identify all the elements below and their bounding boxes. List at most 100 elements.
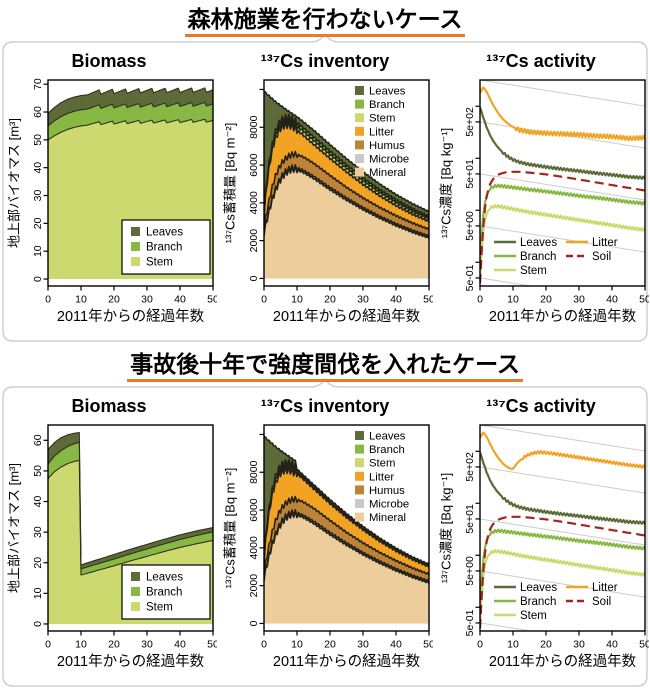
svg-text:20: 20 bbox=[108, 639, 120, 651]
line-litter bbox=[480, 86, 645, 142]
chart-cs-activity-thinned: ¹³⁷Cs activity 0 10 20 30 40 50 5e-01 5e+00 5e+0… bbox=[433, 395, 650, 677]
svg-text:20: 20 bbox=[324, 639, 336, 651]
svg-text:Litter: Litter bbox=[592, 237, 618, 249]
svg-text:8000: 8000 bbox=[248, 115, 260, 139]
svg-text:0: 0 bbox=[45, 639, 51, 651]
svg-text:Leaves: Leaves bbox=[520, 237, 557, 249]
svg-text:10: 10 bbox=[32, 245, 44, 257]
svg-text:Stem: Stem bbox=[146, 602, 173, 614]
chart-cs-inventory-thinned: ¹³⁷Cs inventory 0 10 20 30 40 50 0 2000 4000 6000… bbox=[217, 395, 434, 677]
svg-text:4000: 4000 bbox=[248, 536, 260, 560]
legend: Leaves Branch Stem Litter Soil bbox=[494, 237, 618, 277]
x-axis-title: 2011年からの経過年数 bbox=[57, 653, 205, 670]
svg-text:Humus: Humus bbox=[369, 140, 405, 152]
svg-text:Leaves: Leaves bbox=[369, 86, 406, 98]
svg-text:Mineral: Mineral bbox=[369, 512, 406, 524]
svg-text:0: 0 bbox=[32, 621, 44, 627]
svg-text:50: 50 bbox=[423, 294, 433, 306]
svg-text:10: 10 bbox=[507, 294, 519, 306]
svg-text:0: 0 bbox=[248, 620, 260, 626]
section-thinned: 事故後十年で強度間伐を入れたケース Biomass 0 10 20 30 40 50 0 10… bbox=[0, 345, 650, 691]
svg-text:30: 30 bbox=[32, 526, 44, 538]
chart-cs-activity-unmanaged: ¹³⁷Cs activity 0 10 20 30 40 50 5e-01 5e+00 5e+0… bbox=[433, 50, 650, 332]
svg-text:6000: 6000 bbox=[248, 498, 260, 522]
svg-text:0: 0 bbox=[261, 294, 267, 306]
line-soil bbox=[480, 170, 645, 284]
y-axis-title: ¹³⁷Cs蓄積量 [Bq m⁻²] bbox=[223, 468, 238, 589]
svg-text:2000: 2000 bbox=[248, 574, 260, 598]
chart-title: ¹³⁷Cs activity bbox=[486, 51, 596, 71]
svg-text:Litter: Litter bbox=[592, 582, 618, 594]
svg-text:Branch: Branch bbox=[146, 242, 182, 254]
svg-text:Stem: Stem bbox=[520, 610, 547, 622]
chart-title: ¹³⁷Cs activity bbox=[486, 396, 596, 416]
svg-text:30: 30 bbox=[357, 294, 369, 306]
svg-text:Humus: Humus bbox=[369, 485, 405, 497]
svg-text:Leaves: Leaves bbox=[520, 582, 557, 594]
chart-biomass-unmanaged: Biomass 0 10 20 30 40 50 0 10 20 30 40 50 60 70 地上部バイオ… bbox=[1, 50, 218, 332]
svg-text:Soil: Soil bbox=[592, 251, 611, 263]
legend: Leaves Branch Stem bbox=[121, 219, 211, 275]
svg-text:Litter: Litter bbox=[369, 471, 394, 483]
svg-text:Microbe: Microbe bbox=[369, 499, 409, 511]
svg-text:40: 40 bbox=[390, 639, 402, 651]
svg-text:Microbe: Microbe bbox=[369, 154, 409, 166]
svg-text:Stem: Stem bbox=[369, 113, 395, 125]
data-lines bbox=[480, 431, 645, 629]
svg-text:0: 0 bbox=[248, 275, 260, 281]
x-axis-title: 2011年からの経過年数 bbox=[489, 308, 637, 325]
svg-text:Stem: Stem bbox=[146, 257, 173, 269]
svg-text:Soil: Soil bbox=[592, 596, 611, 608]
chart-biomass-thinned: Biomass 0 10 20 30 40 50 0 10 20 30 40 50 60 地上部バイオマス… bbox=[1, 395, 218, 677]
svg-text:Litter: Litter bbox=[369, 126, 394, 138]
svg-text:10: 10 bbox=[75, 294, 87, 306]
svg-text:40: 40 bbox=[32, 496, 44, 508]
x-axis-title: 2011年からの経過年数 bbox=[273, 308, 421, 325]
svg-text:8000: 8000 bbox=[248, 460, 260, 484]
line-leaves bbox=[480, 107, 645, 180]
svg-text:Leaves: Leaves bbox=[146, 227, 183, 239]
svg-text:0: 0 bbox=[261, 639, 267, 651]
svg-text:5e+01: 5e+01 bbox=[464, 504, 476, 534]
svg-text:10: 10 bbox=[32, 587, 44, 599]
x-axis-title: 2011年からの経過年数 bbox=[489, 653, 637, 670]
plot-area bbox=[264, 435, 429, 624]
svg-text:0: 0 bbox=[32, 276, 44, 282]
stacked-areas bbox=[264, 90, 429, 279]
line-soil bbox=[480, 515, 645, 629]
svg-text:Mineral: Mineral bbox=[369, 167, 406, 179]
plot-area bbox=[264, 90, 429, 279]
svg-text:20: 20 bbox=[32, 557, 44, 569]
svg-text:40: 40 bbox=[390, 294, 402, 306]
charts-row-thinned: Biomass 0 10 20 30 40 50 0 10 20 30 40 50 60 地上部バイオマス… bbox=[0, 395, 650, 677]
svg-text:20: 20 bbox=[108, 294, 120, 306]
svg-text:20: 20 bbox=[324, 294, 336, 306]
svg-text:30: 30 bbox=[141, 639, 153, 651]
svg-text:10: 10 bbox=[291, 639, 303, 651]
svg-text:50: 50 bbox=[207, 294, 217, 306]
section-unmanaged: 森林施業を行わないケース Biomass 0 10 20 30 40 50 0 10 20 30 4… bbox=[0, 0, 650, 345]
svg-text:30: 30 bbox=[357, 639, 369, 651]
x-axis-title: 2011年からの経過年数 bbox=[273, 653, 421, 670]
legend: Leaves Branch Stem bbox=[121, 564, 211, 620]
biomass-unmanaged-plot: 0 10 20 30 40 50 0 10 20 30 40 50 60 70 地上部バイオマス [m³] 2… bbox=[7, 78, 218, 325]
svg-text:5e-01: 5e-01 bbox=[464, 609, 476, 636]
svg-text:50: 50 bbox=[207, 639, 217, 651]
section-title: 事故後十年で強度間伐を入れたケース bbox=[0, 345, 650, 383]
chart-title: Biomass bbox=[71, 51, 147, 71]
svg-text:Stem: Stem bbox=[369, 458, 395, 470]
svg-text:0: 0 bbox=[477, 294, 483, 306]
svg-text:50: 50 bbox=[639, 639, 649, 651]
y-axis-title: 地上部バイオマス [m³] bbox=[7, 463, 22, 593]
svg-text:30: 30 bbox=[141, 294, 153, 306]
stacked-areas bbox=[264, 435, 429, 624]
svg-text:Branch: Branch bbox=[369, 444, 405, 456]
svg-text:6000: 6000 bbox=[248, 153, 260, 177]
section-title-text: 森林施業を行わないケース bbox=[184, 4, 466, 37]
chart-cs-inventory-unmanaged: ¹³⁷Cs inventory 0 10 20 30 40 50 0 2000 4000 6000… bbox=[217, 50, 434, 332]
cs-inventory-unmanaged-plot: 0 10 20 30 40 50 0 2000 4000 6000 8000 ¹³⁷Cs蓄積量 [Bq… bbox=[223, 79, 433, 325]
svg-text:40: 40 bbox=[32, 162, 44, 174]
svg-text:5e-01: 5e-01 bbox=[464, 264, 476, 291]
legend: Leaves Branch Stem Litter Soil bbox=[494, 582, 618, 622]
